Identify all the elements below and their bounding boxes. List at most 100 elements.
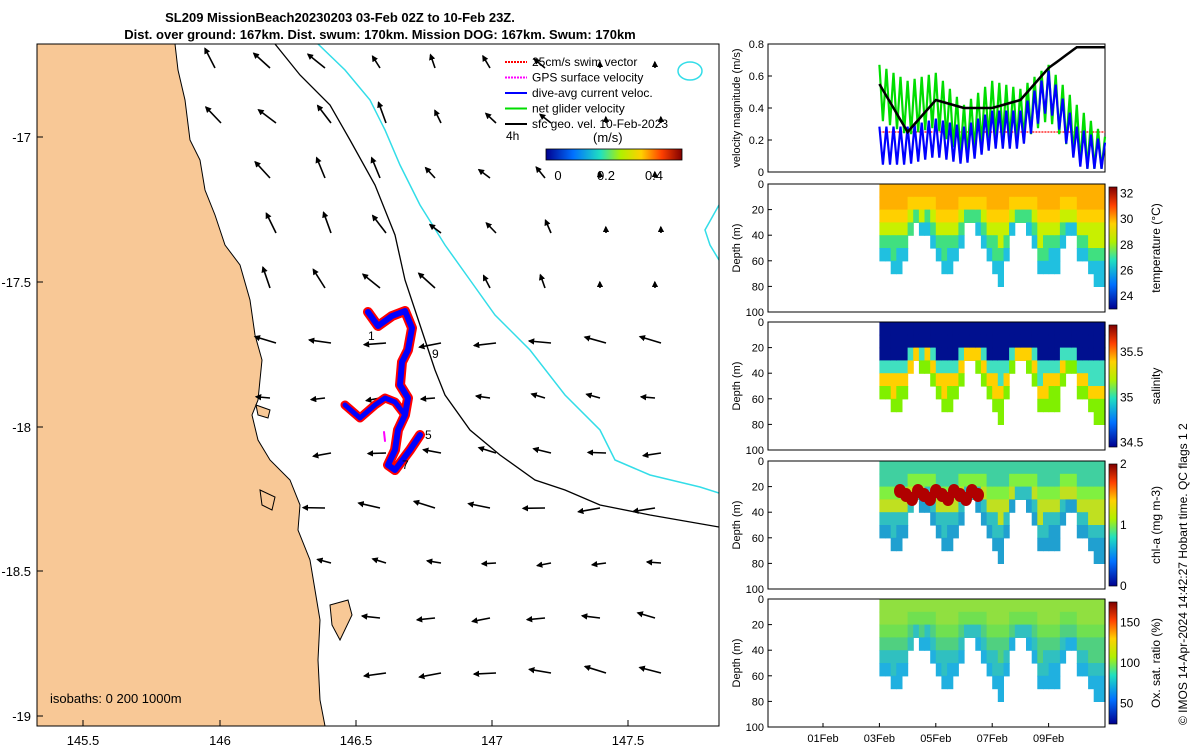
surface-velocity-vector [639,394,656,401]
section-cell [1014,473,1021,488]
section-cell [986,525,993,539]
surface-velocity-vector [480,560,497,567]
legend-entry: 25cm/s swim vector [532,55,637,69]
section-cell [997,386,1004,400]
section-cell [947,222,954,236]
section-cell [1076,248,1083,262]
section-cell [1093,360,1100,374]
section-cell [1048,360,1055,374]
section-cell [992,334,999,349]
section-cell [1099,650,1106,664]
section-cell [992,663,999,677]
section-cell [958,512,965,526]
section-colorbar-tick: 30 [1120,212,1134,226]
section-cell [1065,184,1072,198]
section-cell [1003,637,1010,651]
section-cell [935,222,942,236]
section-cell [997,235,1004,249]
section-cell [952,461,959,475]
section-cell [1037,322,1044,336]
depth-tick: 40 [752,230,764,242]
section-cell [1093,637,1100,651]
section-cell [1037,473,1044,488]
section-cell [1048,512,1055,526]
section-cell [918,334,926,349]
section-cell [1054,386,1061,400]
section-cell [930,599,937,613]
section-cell [947,637,954,651]
section-cell [941,222,948,236]
section-cell [1065,334,1072,349]
section-cell [890,386,897,400]
section-cell [975,360,982,374]
section-cell [1088,512,1095,526]
section-cell [902,248,909,262]
section-cell [964,599,971,613]
section-cell [1088,675,1095,690]
section-cell [1026,322,1033,336]
section-cell [1048,461,1055,475]
section-cell [997,473,1004,488]
section-cell [1009,611,1016,626]
section-cell [924,222,931,236]
section-cell [1031,322,1038,336]
depth-tick: 20 [752,343,764,355]
section-cell [952,235,959,249]
section-cell [941,624,948,638]
section-cell [986,347,993,361]
section-cell [980,360,988,374]
section-cell [952,209,959,223]
section-cell [1099,334,1106,349]
section-cell [947,373,954,387]
section-cell [1093,273,1100,287]
section-cell [902,525,909,539]
section-cell [1031,650,1038,664]
section-cell [997,550,1004,564]
section-cell [1026,473,1033,488]
section-cell [913,473,920,488]
depth-tick: 100 [746,722,764,734]
section-cell [986,248,993,262]
section-cell [992,525,999,539]
map-panel: 1 5 7 9 isobaths: 0 200 1000m 145.5 146 14… [1,43,720,748]
section-cell [902,461,909,475]
section-cell [1037,222,1044,236]
section-cell [997,624,1004,638]
section-cell [896,473,903,488]
section-cell [975,322,982,336]
land-mass [37,44,326,726]
section-cell [1043,486,1050,500]
section-cell [879,209,886,223]
section-cell [997,184,1004,198]
section-cell [1031,235,1038,249]
section-cell [1026,624,1033,638]
section-cell [918,222,926,236]
time-tick: 01Feb [807,733,838,745]
section-cell [986,473,993,488]
section-cell [992,473,999,488]
section-panel: 0 20 40 60 80 100 Depth (m) 24 26 28 30 32 temperatu… [731,179,1163,319]
section-cell [1099,537,1106,552]
section-cell [1088,461,1095,475]
section-cell [1031,222,1038,236]
section-colorbar-tick: 35.5 [1120,345,1144,359]
surface-velocity-vector [254,394,271,401]
section-cell [1082,611,1089,626]
section-cell [1009,624,1016,638]
section-cell [1054,512,1061,526]
section-cell [930,624,937,638]
section-cell [1003,360,1010,374]
surface-velocity-vector [312,268,326,289]
section-cell [997,663,1004,677]
velocity-y-tick: 0.8 [749,39,764,51]
depth-tick: 80 [752,281,764,293]
section-cell [890,235,897,249]
surface-velocity-vector [370,156,381,179]
section-cell [941,473,948,488]
section-cell [952,196,959,211]
section-cell [958,322,965,336]
section-cell [885,235,892,249]
section-cell [947,398,954,413]
section-cell [1076,334,1083,349]
section-cell [879,334,886,349]
